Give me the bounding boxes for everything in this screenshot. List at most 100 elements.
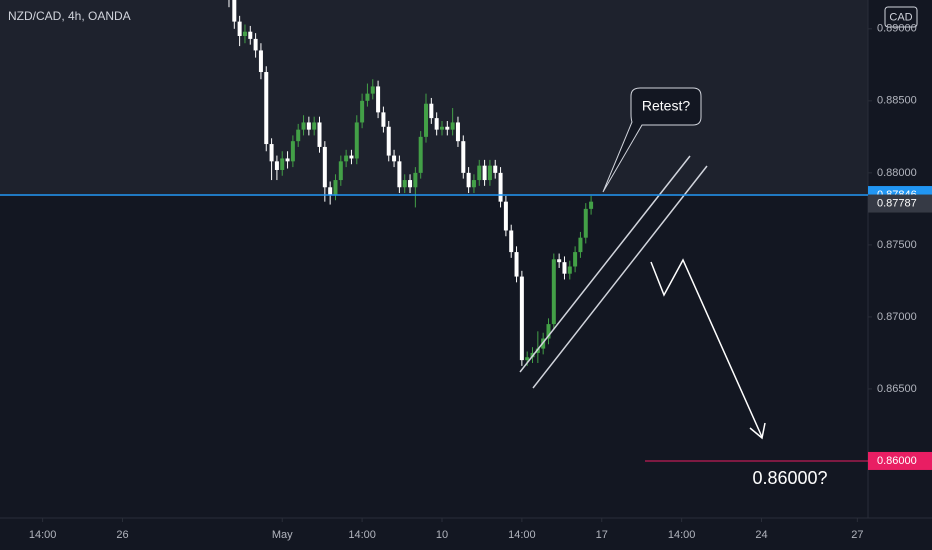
candle-body (328, 187, 333, 195)
candle-body (285, 158, 290, 162)
candle-body (525, 357, 530, 361)
candle-body (290, 141, 295, 162)
candle-body (333, 180, 338, 195)
channel-line (519, 155, 691, 373)
candle-body (589, 201, 594, 209)
callout-text: Retest? (642, 98, 690, 114)
candle-body (264, 72, 269, 145)
candle-body (338, 161, 343, 181)
last-price-box (868, 194, 932, 213)
x-tick-label: 14:00 (348, 529, 376, 541)
candle-body (455, 122, 460, 142)
candle-body (242, 31, 247, 37)
candle-body (450, 122, 455, 130)
candle-body (551, 259, 556, 325)
candle-body (535, 348, 540, 353)
candle-body (487, 165, 492, 181)
candle-body (477, 165, 482, 181)
candle-body (509, 230, 514, 253)
candle-body (562, 262, 567, 274)
highlight-zone (0, 0, 868, 196)
candle-body (434, 118, 439, 130)
candle-body (237, 21, 242, 37)
x-tick-label: 27 (851, 529, 863, 541)
candle-body (386, 126, 391, 156)
target-label: 0.86000 (877, 455, 917, 467)
candle-body (498, 172, 503, 202)
candle-body (349, 155, 354, 159)
plot (228, 0, 594, 366)
candle-body (317, 122, 322, 147)
candle-body (466, 172, 471, 188)
candle-body (439, 126, 444, 130)
candle-body (519, 276, 524, 361)
callout (602, 87, 702, 193)
candle-body (583, 208, 588, 238)
candle-body (258, 50, 263, 73)
candle-body (360, 100, 365, 123)
candle-body (280, 158, 285, 170)
chart-title: NZD/CAD, 4h, OANDA (8, 9, 131, 23)
candle-body (397, 161, 402, 188)
x-tick-label: 24 (755, 529, 767, 541)
candle-body (424, 103, 429, 137)
y-tick-label: 0.88500 (877, 95, 917, 107)
x-tick-label: 14:00 (668, 529, 696, 541)
candle-body (461, 141, 466, 173)
candle-body (493, 165, 498, 173)
candle-body (248, 31, 253, 39)
candle-body (418, 136, 423, 173)
channel-line (532, 165, 708, 389)
x-tick-label: May (272, 529, 293, 541)
candle-body (413, 172, 418, 188)
currency: CAD (889, 11, 912, 23)
candle-body (392, 155, 397, 162)
y-tick-label: 0.87500 (877, 239, 917, 251)
currency-box[interactable] (884, 6, 918, 28)
candle-body (232, 0, 237, 22)
candle-body (301, 122, 306, 130)
candle-body (381, 112, 386, 127)
candle-body (253, 38, 258, 51)
arrow-head (749, 422, 766, 440)
candle-body (429, 103, 434, 119)
candle-body (567, 266, 572, 274)
candle-body (306, 122, 311, 130)
x-tick-label: 14:00 (508, 529, 536, 541)
candle-body (274, 161, 279, 170)
candle-body (402, 180, 407, 188)
target-text: 0.86000? (752, 468, 827, 488)
candle-body (269, 144, 274, 162)
candle-body (376, 86, 381, 113)
candle-body (573, 252, 578, 267)
y-tick-label: 0.87000 (877, 311, 917, 323)
y-tick-label: 0.88000 (877, 167, 917, 179)
last-price-label: 0.87787 (877, 197, 917, 209)
x-tick-label: 26 (116, 529, 128, 541)
candle-body (578, 237, 583, 253)
candle-body (408, 180, 413, 188)
candle-body (471, 180, 476, 188)
x-tick-label: 17 (596, 529, 608, 541)
candle-body (354, 122, 359, 159)
candle-body (546, 324, 551, 339)
candle-body (557, 259, 562, 263)
x-tick-label: 14:00 (29, 529, 57, 541)
candle-body (312, 122, 317, 130)
candle-body (514, 252, 519, 277)
y-tick-label: 0.86500 (877, 383, 917, 395)
y-tick-label: 0.89000 (877, 23, 917, 35)
x-tick-label: 10 (436, 529, 448, 541)
candle-body (503, 201, 508, 231)
candle-body (370, 86, 375, 94)
target-label-box (868, 451, 932, 470)
candle-body (344, 155, 349, 162)
candle-body (296, 129, 301, 142)
candle-body (482, 165, 487, 181)
projection-arrow (650, 258, 763, 438)
candle-body (445, 126, 450, 130)
candle-body (365, 93, 370, 101)
candle-body (322, 146, 327, 188)
